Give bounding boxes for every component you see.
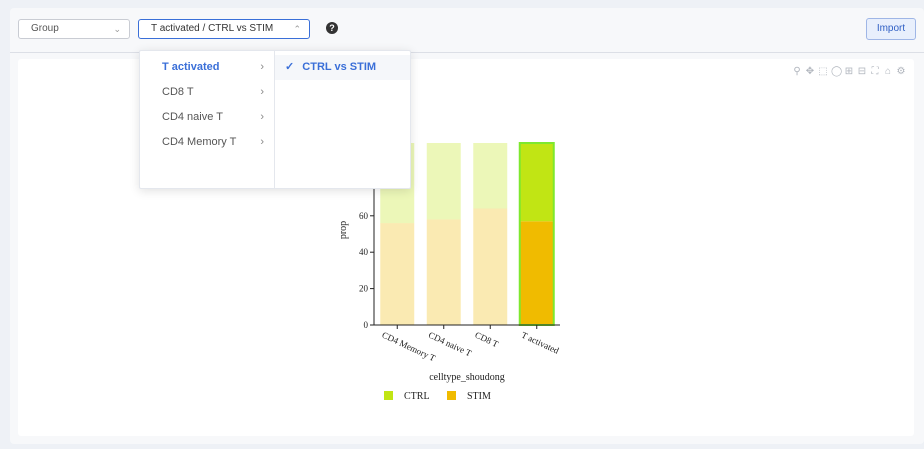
bar-ctrl <box>473 143 508 209</box>
legend-swatch-ctrl <box>384 391 393 400</box>
y-tick-label: 20 <box>359 284 369 294</box>
zoom-out-icon[interactable]: ⊟ <box>857 66 867 77</box>
dataset-select[interactable]: T activated / CTRL vs STIM ⌃ <box>138 19 310 39</box>
cascader-option-label: CD4 Memory T <box>162 136 237 148</box>
toolbar: Group ⌄ T activated / CTRL vs STIM ⌃ ? I… <box>10 8 924 53</box>
zoom-icon[interactable]: ⚲ <box>793 66 801 77</box>
bar-stim <box>473 208 508 325</box>
legend-swatch-stim <box>447 391 456 400</box>
y-axis-label: prop <box>338 221 349 239</box>
legend-label-stim: STIM <box>467 391 491 402</box>
y-tick-label: 40 <box>359 247 369 257</box>
cascader-level2: ✓ CTRL vs STIM <box>275 51 410 188</box>
legend-label-ctrl: CTRL <box>404 391 430 402</box>
dataset-select-label: T activated / CTRL vs STIM <box>151 23 274 34</box>
cascader-option-cd8-t[interactable]: CD8 T › <box>140 80 274 105</box>
reset-axes-icon[interactable]: ⌂ <box>884 66 892 77</box>
cascader-option-cd4-memory-t[interactable]: CD4 Memory T › <box>140 130 274 155</box>
group-select-label: Group <box>31 23 59 34</box>
cascader-option-ctrl-vs-stim[interactable]: ✓ CTRL vs STIM <box>275 55 410 80</box>
y-tick-label: 60 <box>359 211 369 221</box>
cascader-option-t-activated[interactable]: T activated › <box>140 55 274 80</box>
chevron-right-icon: › <box>260 86 264 98</box>
group-select[interactable]: Group ⌄ <box>18 19 130 39</box>
import-button[interactable]: Import <box>866 18 916 40</box>
bar-stim <box>380 223 415 325</box>
x-tick-label: T activated <box>520 330 561 356</box>
help-icon[interactable]: ? <box>326 22 338 34</box>
x-axis-label: celltype_shoudong <box>429 372 505 383</box>
cascader-option-label: T activated <box>162 61 220 73</box>
zoom-in-icon[interactable]: ⊞ <box>844 66 854 77</box>
cascader-option-cd4-naive-t[interactable]: CD4 naive T › <box>140 105 274 130</box>
x-tick-label: CD8 T <box>473 330 500 350</box>
chevron-right-icon: › <box>260 61 264 73</box>
bar-ctrl <box>519 143 554 222</box>
cascader-level1: T activated › CD8 T › CD4 naive T › CD4 … <box>140 51 275 188</box>
bar-ctrl <box>426 143 461 220</box>
autoscale-icon[interactable]: ⛶ <box>871 66 879 77</box>
check-icon: ✓ <box>285 61 295 73</box>
lasso-icon[interactable]: ◯ <box>831 66 843 77</box>
chevron-right-icon: › <box>260 136 264 148</box>
bar-stim <box>426 219 461 325</box>
chevron-up-icon: ⌃ <box>293 24 301 34</box>
plot-modebar: ⚲ ✥ ⬚ ◯ ⊞ ⊟ ⛶ ⌂ ⚙ <box>792 67 906 77</box>
y-tick-label: 0 <box>364 320 369 330</box>
settings-icon[interactable]: ⚙ <box>896 66 906 77</box>
pan-icon[interactable]: ✥ <box>805 66 815 77</box>
bar-stim <box>519 221 554 325</box>
cascader-dropdown: T activated › CD8 T › CD4 naive T › CD4 … <box>139 50 411 189</box>
cascader-option-label: CD8 T <box>162 86 194 98</box>
box-select-icon[interactable]: ⬚ <box>818 66 828 77</box>
chevron-down-icon: ⌄ <box>113 24 121 34</box>
cascader-option-label: CTRL vs STIM <box>302 61 377 73</box>
chevron-right-icon: › <box>260 111 264 123</box>
cascader-option-label: CD4 naive T <box>162 111 223 123</box>
